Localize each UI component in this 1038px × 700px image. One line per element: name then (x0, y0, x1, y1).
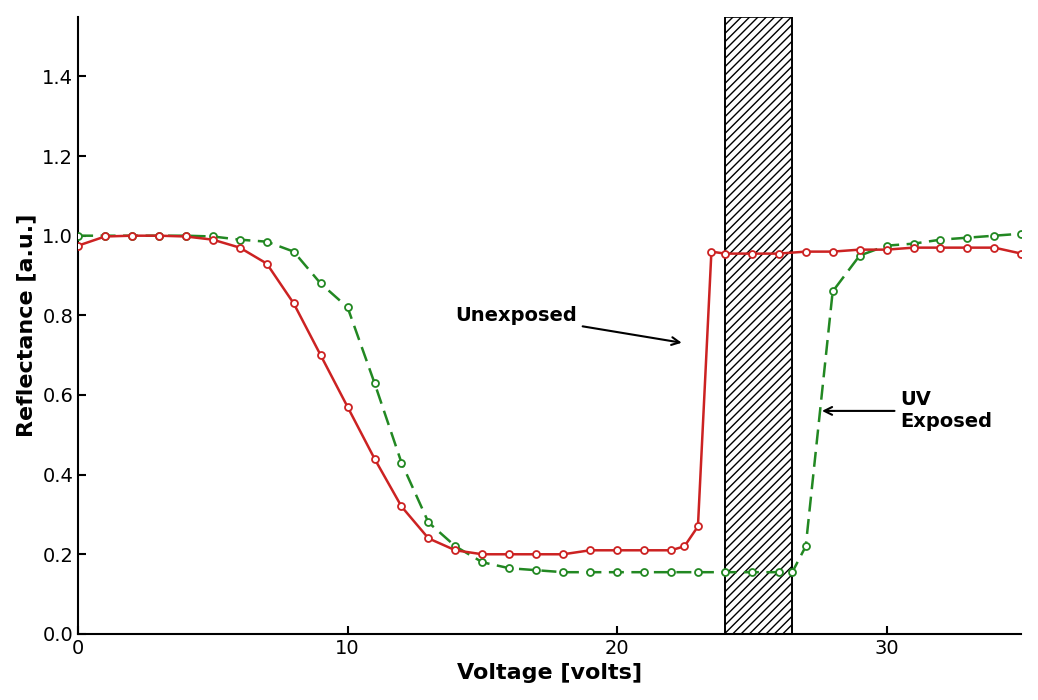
Text: Unexposed: Unexposed (456, 306, 680, 345)
Y-axis label: Reflectance [a.u.]: Reflectance [a.u.] (17, 214, 36, 437)
Text: UV
Exposed: UV Exposed (824, 391, 992, 431)
X-axis label: Voltage [volts]: Voltage [volts] (457, 664, 643, 683)
Bar (725, 17, 792, 634)
